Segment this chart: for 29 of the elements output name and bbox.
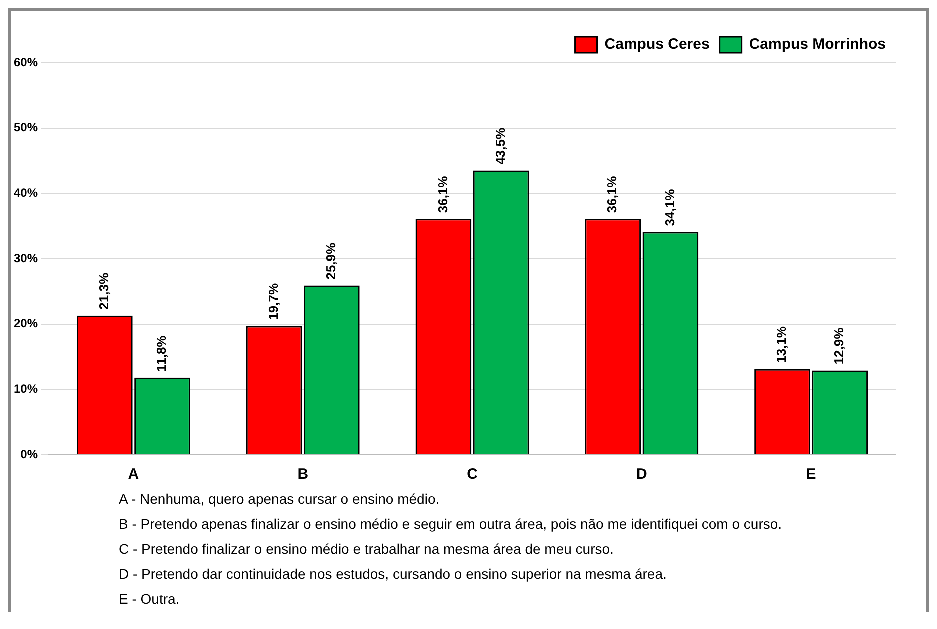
data-label: 36,1% xyxy=(435,176,450,214)
text: D - Pretendo dar continuidade nos estudos, cursando o ensino superior na mesma área. xyxy=(119,565,668,584)
data-label: 21,3% xyxy=(96,272,112,310)
text: C - Pretendo finalizar o ensino médio e trabalhar na mesma área de meu curso. xyxy=(119,540,615,559)
y-tick-label: 10% xyxy=(14,382,38,396)
data-label: 11,8% xyxy=(154,335,170,372)
y-tick-label: 20% xyxy=(14,316,38,331)
data-label: 34,1% xyxy=(662,188,678,226)
y-tick-label: 40% xyxy=(14,186,38,200)
data-label: 43,5% xyxy=(492,128,508,165)
legend-label: Campus Ceres xyxy=(604,36,710,54)
text: B - Pretendo apenas finalizar o ensino médio e seguir em outra área, pois não me identifiquei com o curso. xyxy=(119,515,784,534)
data-label: 25,9% xyxy=(323,242,338,280)
x-tick-label: D xyxy=(636,466,648,484)
x-tick-label: E xyxy=(806,466,816,484)
data-label: 19,7% xyxy=(266,282,281,320)
legend-label: Campus Morrinhos xyxy=(749,36,886,54)
y-tick-label: 60% xyxy=(14,55,38,70)
x-tick-label: B xyxy=(298,466,309,484)
text: A - Nenhuma, quero apenas cursar o ensino médio. xyxy=(119,490,441,509)
x-tick-label: C xyxy=(467,466,478,484)
text: E - Outra. xyxy=(119,590,181,609)
y-tick-label: 30% xyxy=(14,251,38,266)
data-label: 36,1% xyxy=(604,176,620,214)
y-tick-label: 50% xyxy=(14,120,38,135)
data-label: 13,1% xyxy=(774,326,790,364)
y-tick-label: 0% xyxy=(20,447,38,462)
data-label: 12,9% xyxy=(832,327,847,365)
x-tick-label: A xyxy=(128,466,140,484)
